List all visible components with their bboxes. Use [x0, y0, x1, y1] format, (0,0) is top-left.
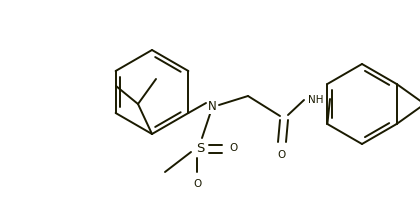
- Text: O: O: [230, 143, 238, 153]
- Text: O: O: [194, 179, 202, 189]
- Text: NH: NH: [308, 95, 324, 105]
- Text: O: O: [277, 150, 285, 160]
- Text: N: N: [207, 100, 216, 114]
- Text: S: S: [196, 142, 204, 154]
